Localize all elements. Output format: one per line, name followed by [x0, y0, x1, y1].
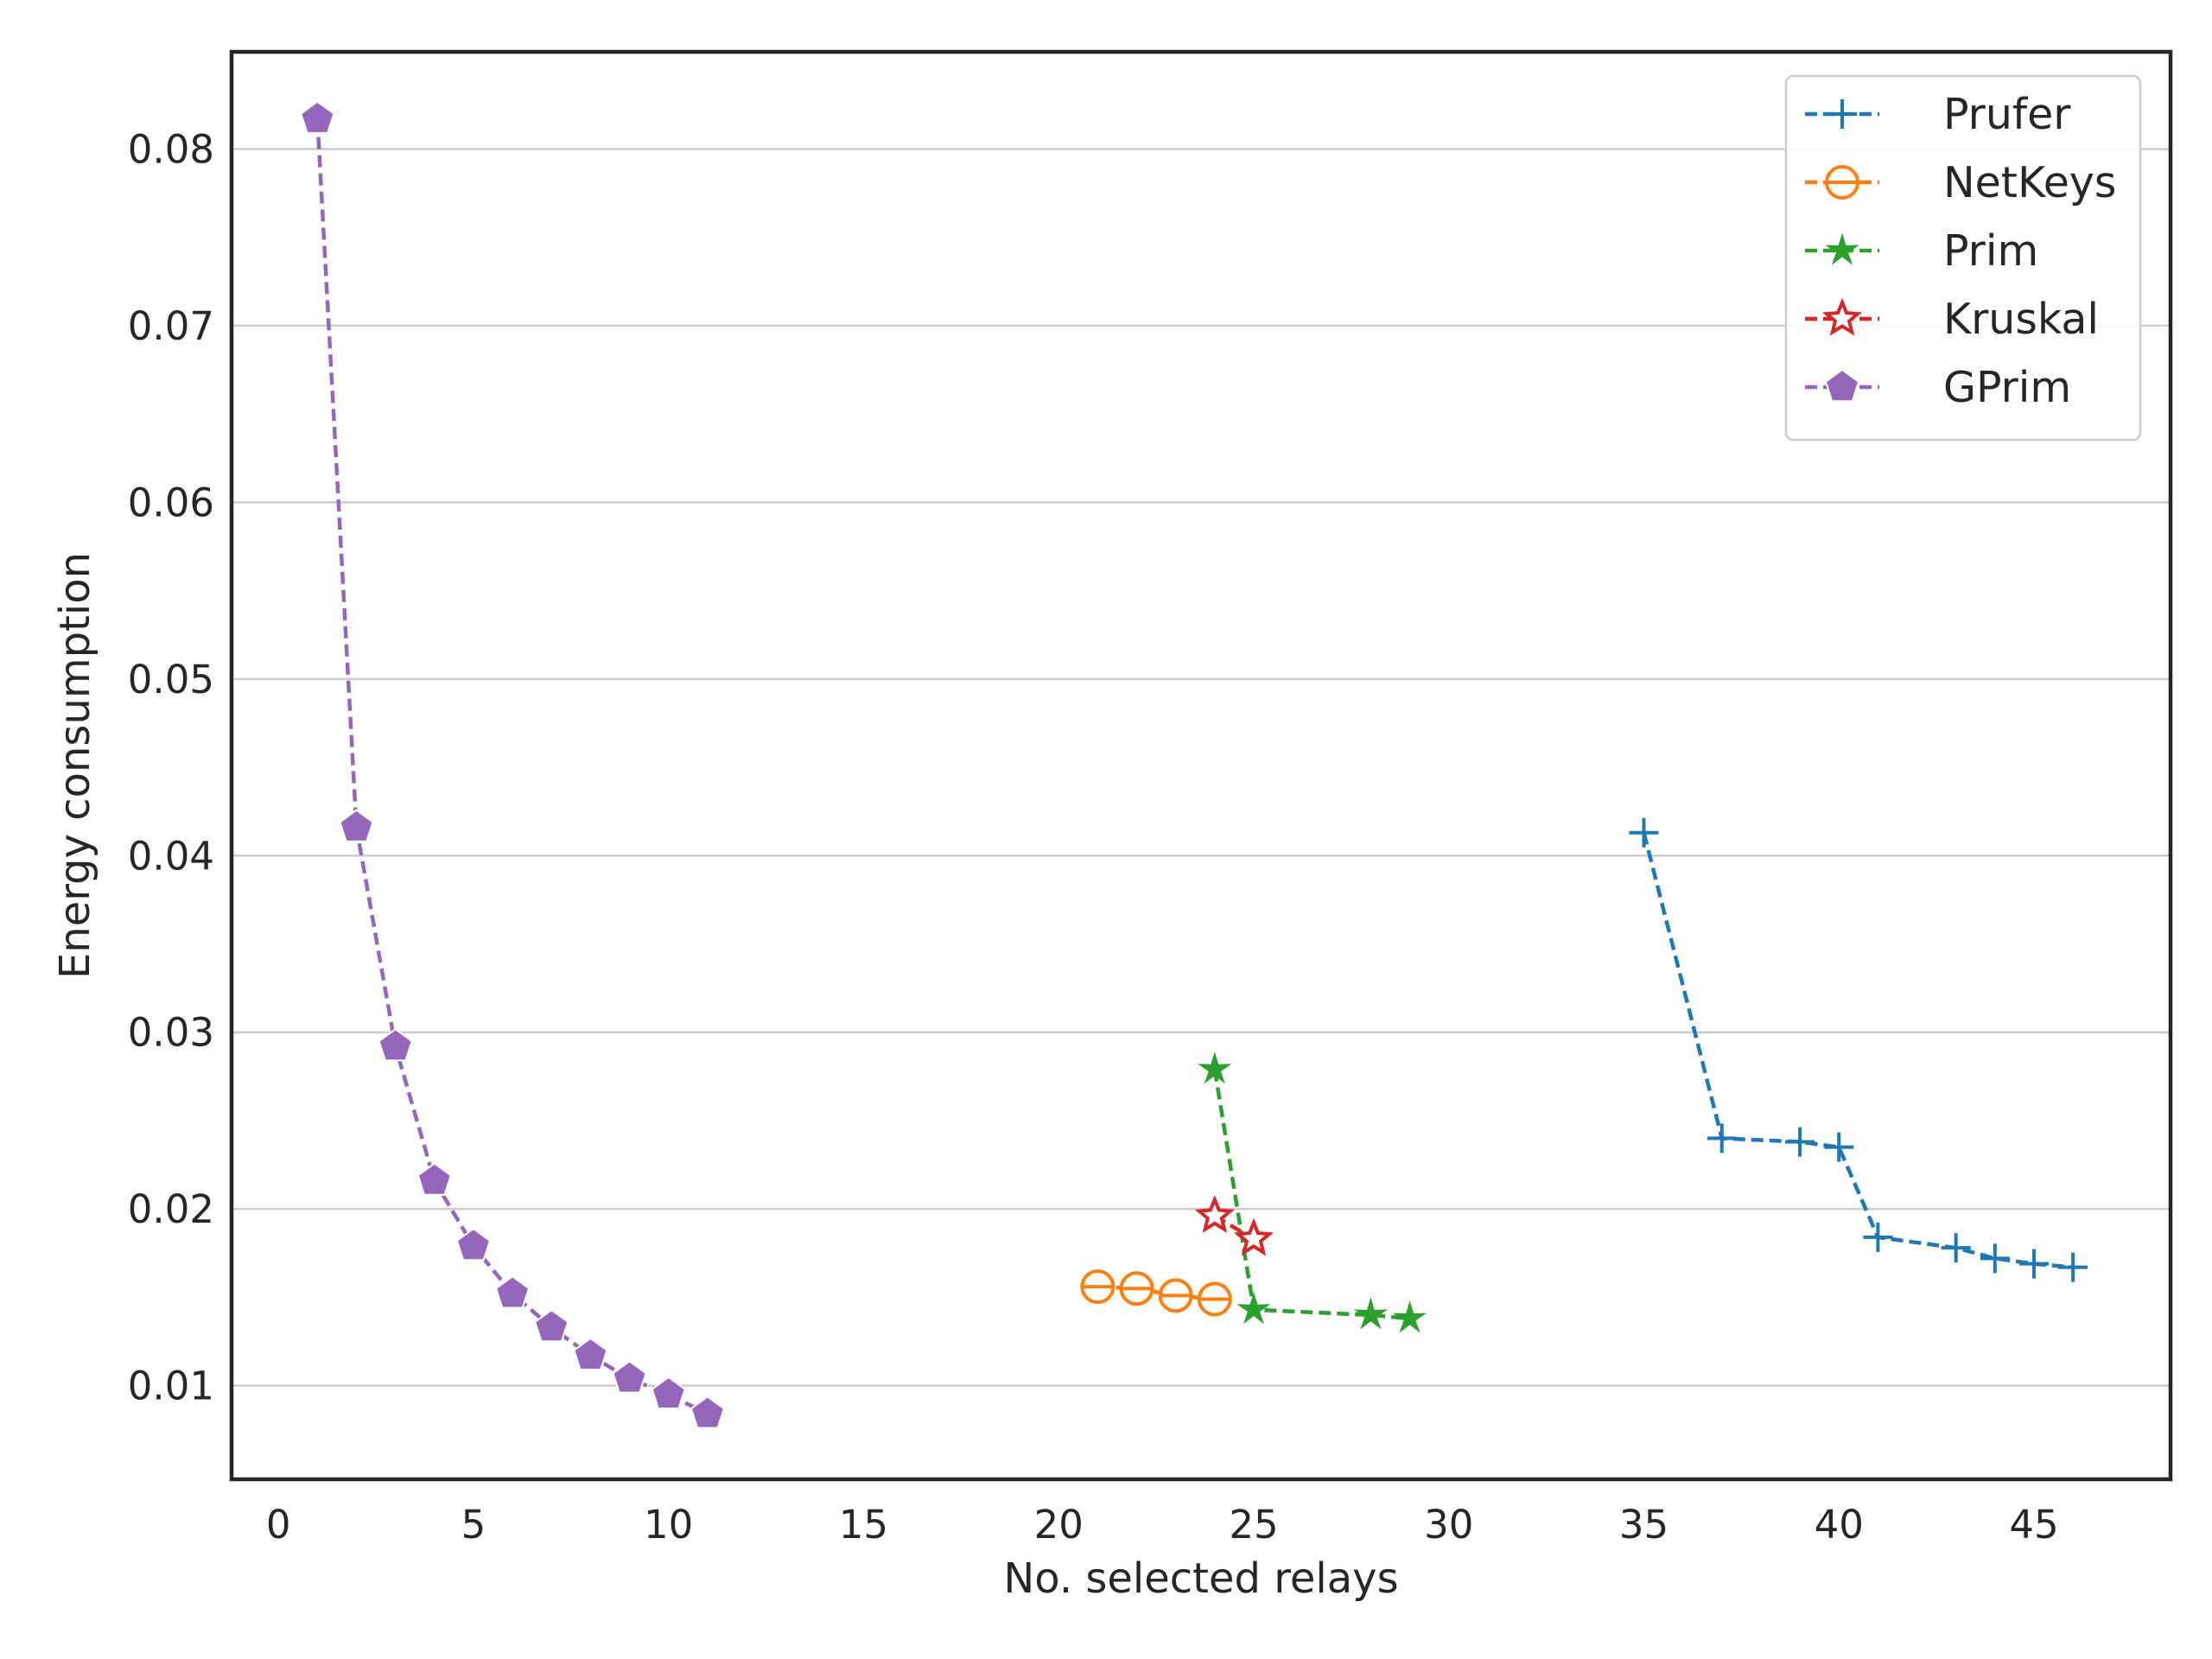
data-point-prim [1392, 1300, 1427, 1333]
y-tick-label: 0.03 [128, 1010, 214, 1056]
series-prufer [1629, 817, 2088, 1282]
data-point-prim [1353, 1297, 1388, 1330]
data-point-prufer [1629, 817, 1659, 848]
legend-item-kruskal: Kruskal [1805, 295, 2099, 344]
data-point-kruskal [1194, 1195, 1235, 1233]
x-axis-label: No. selected relays [1003, 1554, 1398, 1603]
x-tick-label: 10 [644, 1502, 693, 1548]
legend-item-netkeys: NetKeys [1805, 158, 2116, 207]
data-point-gprim [651, 1376, 686, 1409]
legend-marker-prufer [1827, 99, 1857, 129]
y-tick-label: 0.01 [128, 1363, 214, 1409]
x-tick-label: 40 [1815, 1502, 1864, 1548]
x-tick-label: 0 [266, 1502, 291, 1548]
data-point-kruskal [1233, 1217, 1274, 1256]
x-tick-label: 15 [839, 1502, 888, 1548]
y-axis-label: Energy consumption [51, 552, 99, 979]
legend-marker-gprim [1824, 368, 1860, 403]
data-point-prufer [1707, 1123, 1737, 1154]
y-tick-label: 0.07 [128, 303, 214, 349]
x-tick-label: 20 [1034, 1502, 1084, 1548]
series-kruskal [1194, 1195, 1274, 1256]
series-line-netkeys [1097, 1284, 1216, 1301]
legend-label: GPrim [1943, 363, 2071, 412]
legend-item-gprim: GPrim [1805, 363, 2071, 412]
x-axis-ticks: 0 5 10 15 20 25 30 35 40 45 [266, 1502, 2059, 1548]
legend-label: NetKeys [1943, 158, 2116, 207]
data-point-gprim [378, 1027, 413, 1062]
data-point-prufer [1863, 1222, 1893, 1252]
series-netkeys [1080, 1269, 1232, 1317]
data-point-prufer [1824, 1132, 1854, 1162]
plot-frame [229, 49, 2173, 1482]
data-point-prufer [1941, 1233, 1971, 1263]
legend-label: Prim [1943, 226, 2038, 276]
y-tick-label: 0.02 [128, 1186, 214, 1232]
data-point-gprim [339, 809, 374, 842]
x-tick-label: 35 [1619, 1502, 1669, 1548]
x-tick-label: 30 [1424, 1502, 1473, 1548]
data-point-prufer [1785, 1127, 1815, 1157]
data-point-gprim [573, 1337, 608, 1371]
data-point-gprim [300, 100, 335, 134]
x-tick-label: 25 [1229, 1502, 1278, 1548]
series-line-prim [1212, 1069, 1410, 1321]
legend-marker-netkeys [1825, 165, 1859, 200]
y-tick-label: 0.05 [128, 657, 214, 702]
series-prim [1198, 1052, 1427, 1333]
legend-marker-prim [1825, 232, 1859, 265]
series-layer [300, 100, 2088, 1429]
data-point-prufer [2018, 1249, 2049, 1279]
data-point-prufer [1980, 1243, 2010, 1274]
y-tick-label: 0.06 [128, 480, 214, 525]
y-tick-label: 0.04 [128, 833, 214, 879]
legend-item-prim: Prim [1805, 226, 2038, 276]
legend-box [1784, 74, 2142, 442]
data-point-prim [1236, 1292, 1271, 1325]
y-axis-ticks: 0.01 0.02 0.03 0.04 0.05 0.06 0.07 0.08 [128, 126, 214, 1408]
legend-marker-kruskal [1821, 297, 1863, 336]
data-point-prufer [2058, 1252, 2088, 1282]
x-tick-label: 45 [2009, 1502, 2058, 1548]
legend-item-prufer: Prufer [1805, 90, 2071, 139]
legend-label: Kruskal [1943, 295, 2099, 344]
data-point-gprim [494, 1275, 531, 1309]
x-tick-label: 5 [461, 1502, 486, 1548]
legend-label: Prufer [1943, 90, 2071, 139]
data-point-netkeys [1158, 1278, 1193, 1313]
data-point-netkeys [1080, 1269, 1116, 1305]
data-point-prim [1198, 1052, 1232, 1084]
data-point-gprim [416, 1162, 452, 1196]
data-point-netkeys [1197, 1281, 1232, 1317]
legend: Prufer NetKeys Prim Kruskal GPrim [1784, 74, 2142, 442]
y-tick-label: 0.08 [128, 126, 214, 172]
data-point-gprim [455, 1227, 492, 1262]
data-point-gprim [690, 1395, 726, 1429]
data-point-gprim [534, 1308, 569, 1343]
data-point-gprim [612, 1360, 647, 1394]
data-point-netkeys [1119, 1271, 1154, 1306]
series-gprim [300, 100, 726, 1429]
